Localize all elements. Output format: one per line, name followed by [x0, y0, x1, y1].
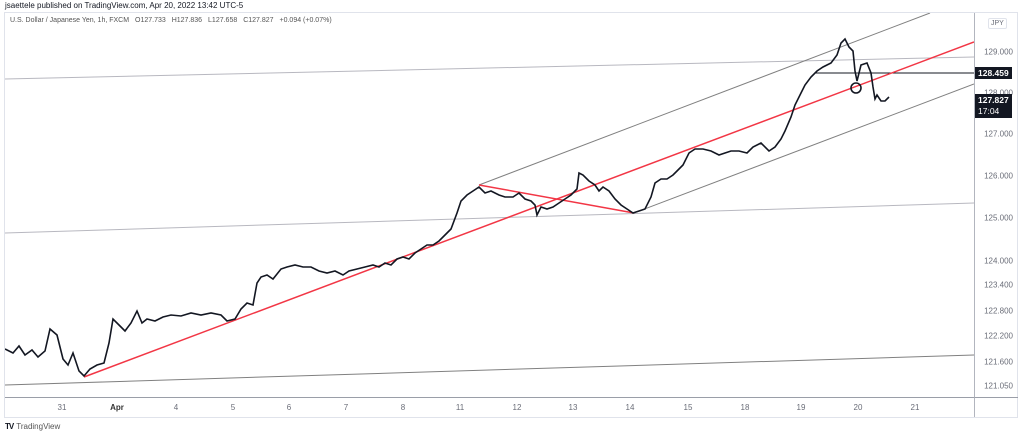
tradingview-logo-icon: TV — [5, 422, 14, 431]
time-label-21: 21 — [910, 403, 920, 412]
lower-gray-line[interactable] — [5, 354, 974, 386]
time-label-7: 7 — [343, 403, 349, 412]
symbol-legend: U.S. Dollar / Japanese Yen, 1h, FXCM O12… — [10, 17, 336, 24]
channel-lower-line[interactable] — [633, 83, 974, 214]
price-axis[interactable]: JPY 129.000 128.000 127.000 126.000 125.… — [974, 13, 1018, 397]
time-label-12: 12 — [512, 403, 522, 412]
price-label-1216: 121.600 — [984, 357, 1013, 367]
last-price-value: 127.827 — [978, 95, 1009, 105]
time-label-19: 19 — [796, 403, 806, 412]
change-value: +0.094 (+0.07%) — [279, 17, 332, 24]
price-label-127: 127.000 — [984, 129, 1013, 139]
level-price-tag: 128.459 — [975, 67, 1012, 79]
price-label-128: 128.000 — [984, 88, 1013, 98]
price-label-1228: 122.800 — [984, 306, 1013, 316]
axis-corner — [974, 397, 1018, 417]
time-label-18: 18 — [740, 403, 750, 412]
high-value: H127.836 — [171, 17, 203, 24]
time-label-15: 15 — [683, 403, 693, 412]
time-label-apr: Apr — [110, 403, 124, 412]
time-axis[interactable]: 31 Apr 4 5 6 7 8 11 12 13 14 15 18 19 20… — [5, 397, 974, 417]
price-label-1234: 123.400 — [984, 280, 1013, 290]
brand-name: TradingView — [16, 422, 61, 431]
time-label-20: 20 — [853, 403, 863, 412]
open-value: O127.733 — [135, 17, 166, 24]
time-label-14: 14 — [625, 403, 635, 412]
red-trendline-main[interactable] — [83, 41, 974, 378]
time-label-11: 11 — [455, 403, 465, 412]
publisher-caption: jsaettele published on TradingView.com, … — [5, 1, 244, 10]
tradingview-branding[interactable]: TV TradingView — [5, 422, 60, 431]
low-value: L127.658 — [208, 17, 238, 24]
time-label-31: 31 — [57, 403, 67, 412]
price-label-124: 124.000 — [984, 256, 1013, 266]
price-label-129: 129.000 — [984, 47, 1013, 57]
channel-upper-line[interactable] — [478, 13, 931, 186]
time-label-6: 6 — [286, 403, 292, 412]
last-price-tag: 127.827 17:04 — [975, 94, 1012, 118]
price-label-126: 126.000 — [984, 171, 1013, 181]
time-label-4: 4 — [173, 403, 179, 412]
symbol-name[interactable]: U.S. Dollar / Japanese Yen, 1h, FXCM — [10, 17, 130, 24]
currency-button[interactable]: JPY — [988, 18, 1007, 29]
time-label-5: 5 — [230, 403, 236, 412]
close-value: C127.827 — [243, 17, 274, 24]
price-label-12105: 121.050 — [984, 381, 1013, 391]
bar-countdown: 17:04 — [978, 106, 1000, 116]
price-label-1222: 122.200 — [984, 331, 1013, 341]
red-trendline-down[interactable] — [478, 184, 635, 214]
mid-gray-line[interactable] — [5, 202, 974, 234]
time-label-13: 13 — [568, 403, 578, 412]
chart-plot-area[interactable] — [5, 13, 974, 397]
upper-gray-line[interactable] — [5, 56, 974, 80]
circle-marker-apr20[interactable] — [850, 82, 862, 94]
time-label-8: 8 — [400, 403, 406, 412]
candles — [5, 37, 890, 378]
price-label-125: 125.000 — [984, 213, 1013, 223]
chart-frame — [4, 12, 1018, 418]
